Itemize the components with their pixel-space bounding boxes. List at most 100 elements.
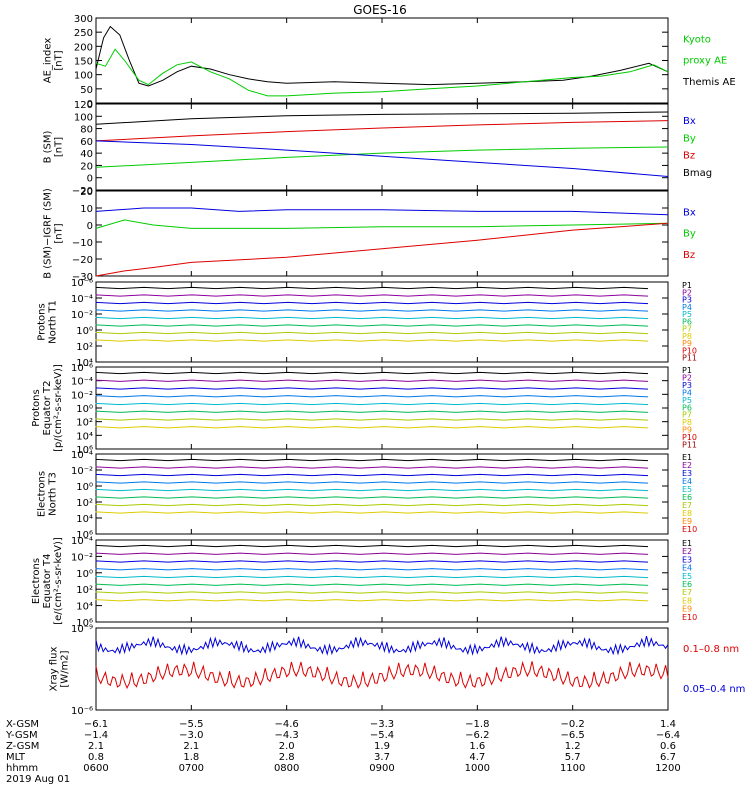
footer-value: 0600 [83,763,108,774]
y-axis-label: Equator T4 [42,554,53,609]
y-tick-label: 10⁻⁴ [71,377,93,388]
panel-electrons-equator: 10⁶ 10⁴ 10² 10⁰ 10⁻² 10⁻⁴ Electrons Equator T4[… [31,536,697,629]
y-tick-label: 10⁻² [71,466,93,477]
series-line [95,207,669,216]
flux-channel-line [95,410,649,413]
legend-entry: E9 [682,605,692,614]
y-tick-label: 10² [76,585,93,596]
legend-entry: By [683,133,696,144]
legend-entry: P9 [682,339,692,348]
footer-value: −1.8 [465,719,489,730]
y-tick-label: 120 [74,100,93,111]
flux-channel-line [95,387,649,390]
series-line [95,140,669,177]
y-tick-label: −20 [72,186,93,197]
panel-frame [95,281,669,363]
footer-value: 1.8 [183,752,199,763]
legend-entry: Themis AE [682,77,736,88]
y-tick-label: −10 [72,238,93,249]
flux-channel-line [95,466,649,469]
legend-entry: P6 [682,403,692,412]
y-axis-label: North T1 [48,300,59,344]
footer-value: 0800 [274,763,299,774]
y-tick-label: 10⁻² [71,310,93,321]
y-tick-label: 10⁻⁶ [71,278,93,289]
footer-value: 1200 [655,763,680,774]
legend-entry: Kyoto [683,34,711,45]
legend-entry: P4 [682,303,692,312]
footer-value: −5.5 [179,719,203,730]
legend-entry: P5 [682,310,692,319]
y-axis-label: B (SM)−IGRF (SM) [43,188,54,279]
legend-entry: E6 [682,493,692,502]
footer-value: 0.6 [660,741,676,752]
footer-value: −3.0 [179,730,203,741]
footer-value: 1000 [465,763,490,774]
y-tick-label: 10⁰ [76,569,93,580]
flux-channel-line [95,503,649,507]
footer-value: 2.0 [279,741,295,752]
legend-entry: proxy AE [683,56,727,67]
footer-value: −4.6 [275,719,299,730]
legend-entry: Bz [683,151,695,162]
legend-entry: E2 [682,547,692,556]
y-tick-label: 10⁻⁶ [71,363,93,374]
legend-entry: P2 [682,373,692,382]
legend-entry: P7 [682,411,692,420]
legend-entry: E8 [682,509,692,518]
y-tick-label: 10⁰ [76,326,93,337]
flux-channel-line [95,544,649,548]
flux-channel-line [95,418,649,421]
legend-entry: E4 [682,564,692,573]
flux-channel-line [95,309,649,312]
series-line [95,120,669,142]
flux-channel-line [95,301,649,305]
panel-bdiff: −30 −20 −10 0 10 20 B (SM)−IGRF (SM) [nT] Bx By Bz [43,187,696,283]
y-tick-label: 20 [80,161,93,172]
flux-channel-line [95,511,649,514]
legend-entry: E7 [682,501,692,510]
y-tick-label: 0 [87,174,93,185]
y-tick-label: 10⁴ [76,514,93,525]
footer-value: 2.1 [88,741,104,752]
y-tick-label: 10⁰ [76,404,93,415]
legend-entry: P1 [682,281,692,290]
y-axis-label: North T3 [48,472,59,516]
footer-value: 5.7 [565,752,581,763]
y-axis-label: Protons [37,303,48,340]
y-tick-label: 40 [80,149,93,160]
legend-entry: E2 [682,461,692,470]
legend-entry: E9 [682,517,692,526]
footer-value: 2.8 [279,752,295,763]
legend-entry: E1 [682,453,692,462]
y-tick-label: 10⁻² [71,390,93,401]
flux-channel-line [95,294,649,297]
y-axis-label: Electrons [31,558,42,604]
legend-entry: Bmag [683,168,712,179]
legend-entry: E3 [682,555,692,564]
footer-row-label: Y-GSM [5,730,38,741]
footer-row-label: MLT [6,752,26,763]
y-tick-label: 10⁴ [76,602,93,613]
legend-entry: P3 [682,381,692,390]
y-tick-label: 10⁻⁹ [71,624,93,635]
flux-channel-line [95,496,649,499]
y-axis-label: [W/m2] [60,650,71,687]
flux-channel-line [95,575,649,579]
x-axis-footer: X-GSMY-GSMZ-GSMMLThhmm−6.1−1.42.10.80600… [5,719,681,785]
footer-value: 0900 [369,763,394,774]
flux-channel-line [95,339,649,342]
panel-ae: 0 50 100 150 200 250 300 AE_index [nT] Kyoto proxy… [43,14,736,110]
footer-row-label: hhmm [6,763,38,774]
panel-xray: 10⁻⁶ 10⁻⁹ Xray flux [W/m2] 0.1–0.8 nm 0.05–0.… [49,624,746,717]
flux-channel-line [95,379,649,382]
y-axis-label: [nT] [54,137,65,157]
panel-protons-north: 10⁴ 10² 10⁰ 10⁻² 10⁻⁴ 10⁻⁶ Protons North T1 P1P2… [37,278,698,369]
legend-entry: P5 [682,396,692,405]
panel-frame [95,453,669,535]
flux-channel-line [95,395,649,398]
y-tick-label: 10⁴ [76,358,93,369]
flux-channel-line [95,324,649,327]
legend-entry: E5 [682,572,692,581]
